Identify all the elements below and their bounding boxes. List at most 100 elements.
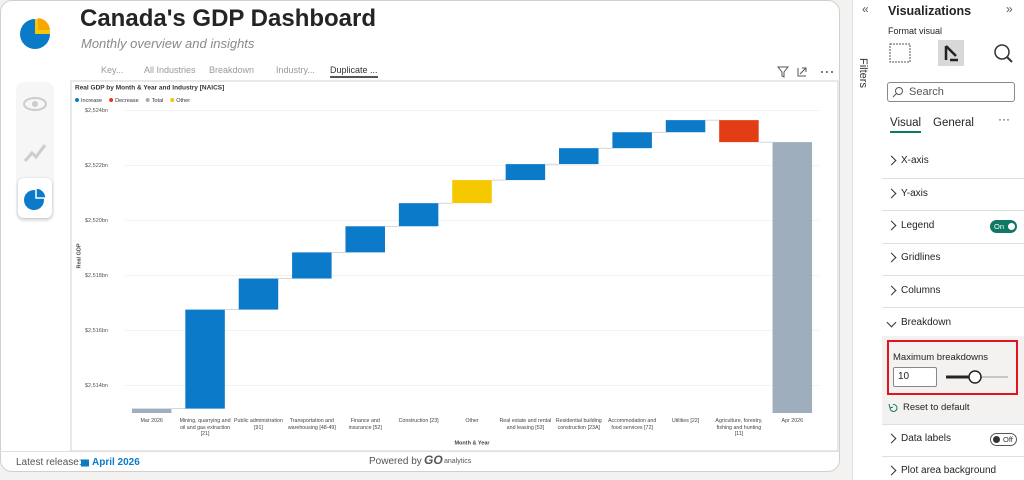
x-tick-label: Agriculture, forestry, fishing and hunti…: [715, 418, 763, 437]
x-tick-label: Mar 2026: [140, 418, 163, 424]
page-tab[interactable]: All Industries: [144, 65, 196, 75]
x-tick-label: Utilities [22]: [671, 418, 700, 424]
divider: [882, 243, 1024, 244]
section[interactable]: Y-axis: [886, 188, 1018, 199]
release-label: Latest release:: [16, 457, 82, 468]
brand: GO: [424, 453, 443, 467]
report-canvas: [0, 0, 840, 472]
breakdown-input[interactable]: 10: [893, 367, 937, 387]
section[interactable]: Columns: [886, 285, 1018, 296]
y-tick-label: $2,522bn: [85, 163, 108, 169]
dashboard-subtitle: Monthly overview and insights: [81, 36, 255, 51]
section[interactable]: Gridlines: [886, 252, 1018, 263]
dashboard-title: Canada's GDP Dashboard: [80, 5, 377, 32]
section-label: X-axis: [901, 155, 929, 166]
input-value: 10: [898, 371, 910, 382]
bar: [238, 278, 279, 310]
logo: [20, 18, 50, 49]
footer-rule: [0, 451, 840, 452]
section-label: Breakdown: [901, 317, 952, 328]
reset-icon: [888, 403, 898, 412]
y-tick-label: $2,520bn: [85, 218, 108, 224]
x-tick-label: Apr 2026: [781, 418, 804, 424]
filters-title[interactable]: Filters: [857, 58, 869, 88]
section[interactable]: X-axis: [886, 155, 1018, 166]
y-tick-label: $2,514bn: [85, 383, 108, 389]
bar: [719, 120, 759, 143]
brand-suffix: analytics: [444, 458, 472, 465]
bar: [665, 120, 706, 133]
y-tick-label: $2,516bn: [85, 328, 108, 334]
nav-icon-breakdown[interactable]: [22, 186, 48, 212]
x-tick-label: Public administration [91]: [234, 418, 283, 431]
chart-title: Real GDP by Month & Year and Industry [N…: [75, 85, 224, 92]
divider: [882, 275, 1024, 276]
section-expanded[interactable]: Breakdown: [886, 317, 1018, 328]
legend-label: Increase: [81, 98, 102, 104]
toggle-label: On: [994, 222, 1005, 231]
x-tick-label: Residential building construction [23A]: [555, 418, 602, 431]
page-tab[interactable]: Industry...: [276, 65, 315, 75]
bar: [131, 408, 172, 413]
section-label: Plot area background: [901, 465, 997, 476]
divider: [882, 456, 1024, 457]
legend-toggle[interactable]: On: [990, 220, 1017, 233]
divider: [882, 178, 1024, 179]
search-box[interactable]: [887, 82, 1015, 102]
bar: [292, 252, 332, 279]
bar: [559, 148, 599, 165]
nav-icon-overview[interactable]: [22, 92, 48, 116]
legend-marker: [145, 98, 150, 102]
y-tick-label: $2,518bn: [85, 273, 108, 279]
section-label: Columns: [901, 285, 941, 296]
page-tab-active[interactable]: Duplicate ...: [330, 65, 378, 78]
bar: [345, 226, 385, 253]
reset-button[interactable]: Reset to default: [903, 402, 970, 413]
collapse-icon[interactable]: «: [862, 2, 869, 16]
chart: Real GDP by Month & Year and Industry [N…: [70, 80, 839, 452]
bar: [612, 132, 652, 149]
nav-icon-trend[interactable]: [22, 140, 48, 164]
section-label: Gridlines: [901, 252, 941, 263]
legend-label: Total: [152, 98, 164, 104]
pane-subtitle: Format visual: [888, 26, 943, 36]
toggle-label: Off: [1003, 435, 1013, 444]
y-axis-title: Real GDP: [76, 243, 82, 268]
x-tick-label: Real estate and rental and leasing [53]: [499, 418, 552, 431]
divider: [882, 307, 1024, 308]
pane-tab[interactable]: General: [933, 117, 974, 129]
section-label: Data labels: [901, 433, 952, 444]
filters-pane[interactable]: [852, 0, 882, 480]
legend-marker: [170, 98, 175, 102]
x-tick-label: Other: [465, 418, 479, 424]
powered-by: Powered by: [369, 456, 422, 467]
bar: [772, 142, 813, 413]
release-date[interactable]: April 2026: [92, 457, 140, 468]
x-tick-label: Finance and insurance [52]: [348, 418, 382, 431]
slider[interactable]: [944, 368, 1010, 386]
section[interactable]: Data labels: [886, 433, 1018, 444]
x-tick-label: Accommodation and food services [72]: [607, 418, 657, 431]
legend-label: Other: [176, 98, 190, 104]
legend-marker: [109, 98, 114, 102]
calendar-icon: [81, 459, 89, 467]
section-label: Legend: [901, 220, 935, 231]
expand-icon[interactable]: »: [1006, 2, 1013, 16]
legend-marker: [75, 98, 79, 102]
divider: [882, 424, 1024, 425]
y-tick-label: $2,524bn: [85, 108, 108, 114]
format-icons[interactable]: [884, 38, 1022, 70]
more-icon[interactable]: ···: [998, 112, 1010, 126]
section-label: Y-axis: [901, 188, 928, 199]
page-tab[interactable]: Breakdown: [209, 65, 255, 75]
highlight-box: [887, 340, 1018, 395]
x-axis-title: Month & Year: [454, 440, 490, 446]
data-labels-toggle[interactable]: Off: [990, 433, 1017, 446]
bar: [452, 180, 492, 204]
pane-tab-active[interactable]: Visual: [890, 117, 922, 133]
section[interactable]: Legend: [886, 220, 1018, 231]
section[interactable]: Plot area background: [886, 465, 1018, 476]
page-tab[interactable]: Key...: [101, 65, 124, 75]
legend-label: Decrease: [115, 98, 139, 104]
